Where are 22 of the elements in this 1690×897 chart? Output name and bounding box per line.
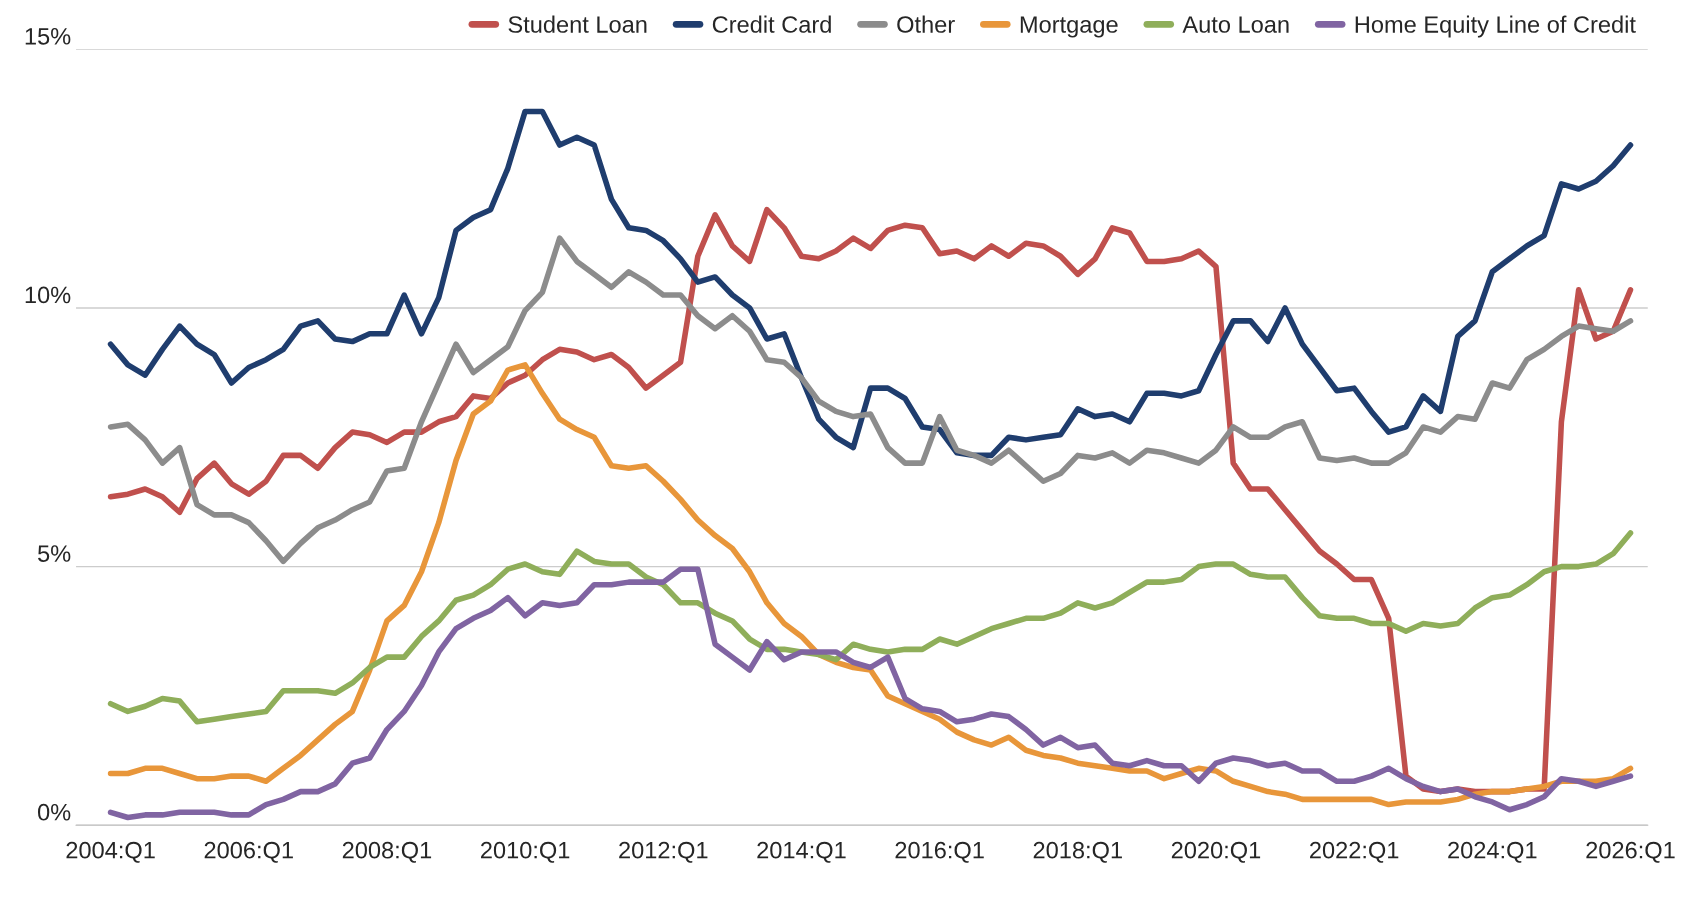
x-tick-label: 2012:Q1 [619, 841, 708, 863]
x-tick-label: 2022:Q1 [1310, 841, 1399, 863]
legend-label: Student Loan [508, 15, 647, 33]
legend-label: Credit Card [712, 15, 831, 33]
legend-label: Home Equity Line of Credit [1355, 15, 1636, 38]
x-tick-label: 2004:Q1 [66, 841, 155, 863]
legend-label: Other [897, 15, 955, 33]
y-tick-label: 15% [25, 28, 71, 45]
x-tick-label: 2018:Q1 [1033, 841, 1122, 863]
legend-label: Auto Loan [1182, 16, 1289, 33]
legend-label: Mortgage [1020, 16, 1118, 38]
x-tick-label: 2014:Q1 [757, 841, 846, 863]
x-tick-label: 2024:Q1 [1448, 841, 1537, 863]
y-tick-label: 10% [25, 286, 71, 304]
x-tick-label: 2010:Q1 [481, 841, 570, 863]
y-tick-label: 5% [38, 545, 71, 562]
x-tick-label: 2008:Q1 [342, 841, 432, 863]
x-tick-label: 2020:Q1 [1171, 841, 1261, 863]
y-tick-label: 0% [37, 803, 71, 821]
x-tick-label: 2006:Q1 [204, 841, 293, 863]
x-tick-label: 2016:Q1 [895, 841, 984, 863]
x-tick-label: 2026:Q1 [1586, 841, 1675, 863]
